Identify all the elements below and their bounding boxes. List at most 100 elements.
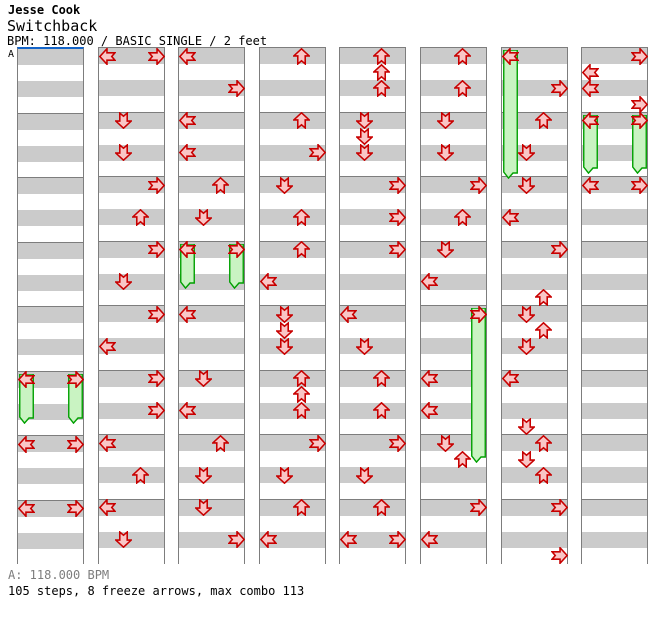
- freeze-arrow-tail: [470, 307, 486, 467]
- measure-separator: [421, 434, 486, 435]
- note-arrow-down: [437, 241, 455, 259]
- beat-row: [502, 160, 567, 177]
- note-arrow-left: [502, 208, 520, 226]
- note-arrow-left: [421, 370, 439, 388]
- measure-separator: [99, 434, 164, 435]
- note-arrow-up: [534, 434, 552, 452]
- beat-row: [421, 386, 486, 403]
- measure-separator: [502, 240, 567, 242]
- beat-row: [179, 515, 244, 532]
- note-arrow-left: [179, 402, 197, 420]
- note-arrow-right: [147, 370, 165, 388]
- note-arrow-left: [582, 63, 600, 81]
- beat-row: [179, 257, 244, 274]
- beat-row: [260, 80, 325, 97]
- measure-separator: [99, 305, 164, 306]
- beat-row: [99, 515, 164, 532]
- note-arrow-right: [550, 499, 568, 517]
- beat-row: [99, 354, 164, 371]
- beat-row: [421, 289, 486, 306]
- note-arrow-up: [453, 208, 471, 226]
- beat-row: [582, 515, 647, 532]
- freeze-arrow-left: [502, 47, 520, 65]
- freeze-arrow-tail: [583, 113, 599, 178]
- beat-row: [99, 418, 164, 435]
- beat-row: [18, 65, 83, 82]
- beat-row: [260, 225, 325, 242]
- beat-row: [502, 64, 567, 81]
- measure-separator: [421, 240, 486, 242]
- beat-row: [421, 547, 486, 564]
- freeze-arrow-tail: [503, 49, 519, 183]
- beat-row: [582, 322, 647, 339]
- note-arrow-up: [292, 112, 310, 130]
- measure-separator: [99, 176, 164, 177]
- beat-row: [421, 483, 486, 500]
- measure-separator: [502, 111, 567, 113]
- note-arrow-up: [372, 402, 390, 420]
- note-arrow-down: [195, 370, 213, 388]
- measure-separator: [18, 177, 83, 178]
- beat-row: [99, 225, 164, 242]
- beat-row: [18, 419, 83, 436]
- chart-meta: BPM: 118.000 / BASIC SINGLE / 2 feet: [7, 34, 268, 48]
- measure-separator: [340, 369, 405, 371]
- beat-row: [179, 386, 244, 403]
- note-arrow-right: [147, 402, 165, 420]
- note-arrow-left: [582, 176, 600, 194]
- measure-separator: [421, 369, 486, 371]
- beat-row: [18, 178, 83, 195]
- note-arrow-down: [115, 273, 133, 291]
- beat-row: [340, 451, 405, 468]
- measure-separator: [99, 498, 164, 500]
- freeze-arrow-left: [18, 371, 36, 389]
- measure-column: [259, 47, 326, 564]
- measure-separator: [179, 369, 244, 371]
- beat-row: [340, 273, 405, 290]
- note-arrow-right: [147, 305, 165, 323]
- beat-row: [260, 257, 325, 274]
- beat-row: [99, 289, 164, 306]
- measure-separator: [18, 241, 83, 243]
- note-arrow-left: [18, 500, 36, 518]
- beat-row: [421, 418, 486, 435]
- note-arrow-down: [276, 176, 294, 194]
- beat-row: [502, 96, 567, 113]
- freeze-arrow-tail: [19, 372, 35, 428]
- beat-row: [582, 209, 647, 226]
- beat-row: [179, 451, 244, 468]
- beat-row: [18, 452, 83, 469]
- beat-row: [18, 274, 83, 291]
- beat-row: [18, 258, 83, 275]
- beat-row: [260, 483, 325, 500]
- beat-row: [179, 193, 244, 210]
- beat-row: [340, 96, 405, 113]
- measure-separator: [502, 305, 567, 306]
- beat-row: [582, 467, 647, 484]
- measure-separator: [582, 176, 647, 177]
- note-arrow-left: [99, 47, 117, 65]
- note-arrow-left: [179, 47, 197, 65]
- measure-column: [98, 47, 165, 564]
- beat-row: [99, 322, 164, 339]
- beat-row: [502, 402, 567, 419]
- beat-row: [18, 226, 83, 243]
- beat-row: [502, 354, 567, 371]
- beat-row: [260, 160, 325, 177]
- note-arrow-left: [179, 112, 197, 130]
- measure-separator: [260, 176, 325, 177]
- measure-separator: [99, 111, 164, 113]
- note-arrow-right: [66, 435, 84, 453]
- note-arrow-down: [356, 128, 374, 146]
- beat-row: [179, 96, 244, 113]
- beat-row: [582, 547, 647, 564]
- measure-separator: [179, 305, 244, 306]
- note-arrow-left: [421, 402, 439, 420]
- beat-row: [582, 418, 647, 435]
- beat-row: [18, 113, 83, 130]
- beat-row: [18, 210, 83, 227]
- beat-row: [502, 193, 567, 210]
- beat-row: [179, 354, 244, 371]
- song-title: Switchback: [7, 17, 98, 35]
- beat-row: [421, 257, 486, 274]
